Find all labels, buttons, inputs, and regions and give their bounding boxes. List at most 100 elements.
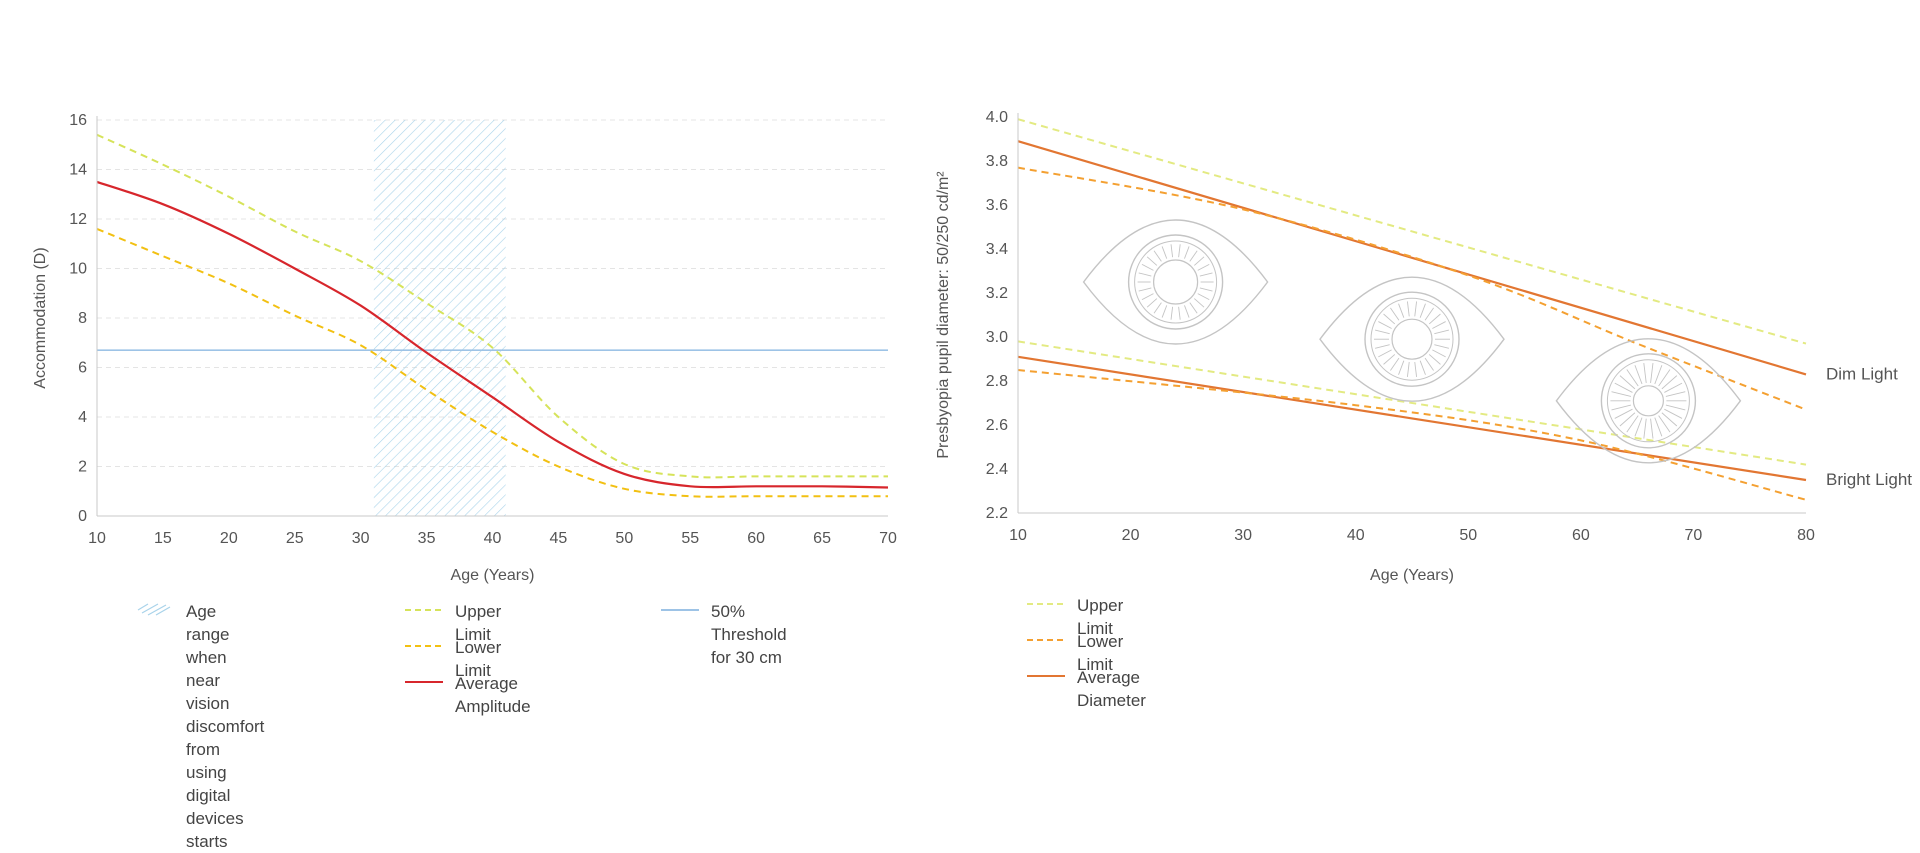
legend-label: Age range when near vision discomfort fr… [186,602,265,851]
eye-outline [1319,276,1505,402]
x-tick-label: 10 [1009,527,1027,544]
legend-item-upper-limit: Upper Limit [1027,594,1123,640]
x-tick-label: 35 [418,530,436,547]
iris-fiber [1428,354,1441,365]
iris-fiber [1383,313,1396,325]
y-tick-label: 16 [69,112,87,129]
y-tick-label: 14 [69,162,87,179]
iris-fiber [1432,349,1446,358]
iris-fiber [1619,375,1636,390]
iris-fiber [1619,412,1636,427]
legend-item-upper-limit: Upper Limit [405,600,501,646]
x-tick-label: 10 [88,530,106,547]
x-tick-label: 30 [352,530,370,547]
iris-fiber [1665,391,1686,397]
iris-fiber [1665,404,1686,411]
iris-fiber [1643,418,1647,439]
y-tick-label: 3.4 [986,241,1008,258]
iris-fiber [1626,369,1639,387]
y-tick-label: 2.4 [986,461,1008,478]
x-tick-label: 60 [1572,527,1590,544]
eye-outline [1555,338,1742,464]
legend-item-lower-limit: Lower Limit [405,636,501,682]
y-tick-label: 4.0 [986,109,1008,126]
eye-outline [1082,219,1269,345]
iris-fiber [1611,404,1632,411]
group-label-dim-light: Dim Light [1826,364,1898,383]
iris-fiber [1197,263,1210,271]
bright-light-lower-limit-line [1017,369,1807,501]
iris-fiber [1414,361,1418,377]
iris-fiber [1643,363,1647,383]
y-tick-label: 3.8 [986,153,1008,170]
bright-light-upper-limit-line [1017,340,1807,466]
legend-label: Lower Limit [455,638,502,680]
iris-fiber [1664,382,1683,393]
legend-item-age-range: Age range when near vision discomfort fr… [136,600,264,853]
iris-fiber [1146,256,1158,266]
x-tick-label: 60 [747,530,765,547]
iris-fiber [1138,272,1152,277]
iris [1127,234,1224,330]
iris-fiber [1194,256,1205,266]
legend-label: Upper Limit [455,602,502,644]
accommodation-chart: 0 2 4 6 8 10 12 14 16 10 15 20 25 30 35 40 45 50 55 60 65 70 A… [32,112,897,584]
iris-fiber [1658,369,1671,387]
iris-fiber [1406,361,1410,377]
iris-fiber [1434,344,1450,349]
average-amplitude-line [96,180,889,489]
solid-line-swatch [1027,675,1065,677]
hatch-swatch [137,603,171,616]
iris-fiber [1390,357,1400,371]
iris-fiber [1634,365,1643,385]
iris-fiber [1189,250,1198,262]
iris-fiber [1614,382,1633,393]
legend-label: Upper Limit [1077,596,1124,638]
dashed-line-swatch [405,609,443,611]
iris-fiber [1626,415,1639,433]
x-tick-label: 40 [484,530,502,547]
x-tick-label: 40 [1347,527,1365,544]
legend-label: Average Diameter [1077,668,1146,710]
y-tick-label: 12 [69,211,87,228]
y-tick-label: 2 [78,459,87,476]
y-tick-label: 4 [78,409,87,426]
iris-fiber [1611,391,1632,397]
iris-fiber [1634,417,1643,437]
iris-fiber [1146,298,1158,308]
y-tick-label: 2.8 [986,373,1008,390]
dim-light-upper-limit-line [1017,118,1807,345]
y-axis-title: Accommodation (D) [32,247,49,388]
iris-fiber [1199,272,1213,277]
dim-light-average-diameter-line [1017,140,1807,376]
y-tick-label: 3.2 [986,285,1008,302]
solid-line-swatch [405,681,443,683]
iris-fiber [1170,306,1174,320]
iris-fiber [1398,303,1405,318]
x-tick-label: 70 [879,530,897,547]
y-tick-label: 2.2 [986,505,1008,522]
iris-fiber [1654,365,1663,385]
iris-fiber [1141,293,1154,301]
y-tick-label: 10 [69,261,87,278]
iris-fiber [1432,321,1446,329]
x-tick-label: 50 [1459,527,1477,544]
iris-fiber [1199,287,1213,292]
iris-fiber [1424,357,1434,371]
bright-light-average-diameter-line [1017,355,1807,482]
iris-inner [1134,240,1218,324]
iris-fiber [1153,250,1162,262]
dashed-line-swatch [1027,603,1065,605]
iris-fiber [1161,246,1168,259]
eye-icon [1555,338,1742,464]
iris-fiber [1189,302,1198,314]
legend-item-average-amplitude: Average Amplitude [405,672,531,718]
iris-fiber [1424,307,1434,321]
iris-inner [1606,359,1690,443]
y-axis-title: Presbyopia pupil diameter: 50/250 cd/m² [935,171,952,459]
x-axis-title: Age (Years) [451,567,535,584]
iris-fiber [1650,363,1654,383]
iris-fiber [1419,303,1426,318]
x-tick-label: 50 [615,530,633,547]
iris-fiber [1664,408,1683,419]
